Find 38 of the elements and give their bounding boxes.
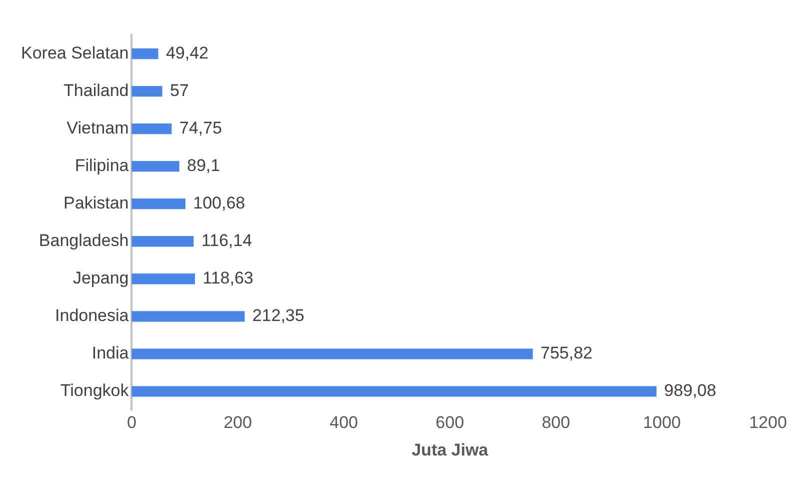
bar	[132, 311, 245, 322]
data-label: 57	[170, 80, 189, 100]
y-tick-label: India	[92, 344, 130, 363]
y-tick-label: Pakistan	[64, 194, 129, 213]
bar	[132, 160, 180, 172]
bar	[132, 48, 158, 60]
x-tick-label: 800	[542, 413, 570, 432]
data-label: 755,82	[540, 344, 592, 363]
data-label: 212,35	[252, 306, 304, 326]
x-tick-label: 0	[127, 413, 136, 432]
data-label: 74,75	[179, 118, 222, 138]
x-axis-title: Juta Jiwa	[412, 440, 489, 460]
y-tick-label: Filipina	[74, 156, 130, 176]
bar	[132, 386, 656, 397]
data-label: 49,42	[166, 43, 208, 62]
bar	[132, 86, 162, 97]
data-label: 89,1	[186, 156, 220, 176]
bar	[132, 348, 533, 360]
x-tick-label: 200	[224, 413, 252, 432]
y-tick-label: Indonesia	[55, 306, 130, 326]
y-tick-label: Thailand	[64, 80, 129, 100]
y-tick-label: Bangladesh	[38, 231, 129, 250]
data-label: 100,68	[193, 194, 246, 213]
data-label: 116,14	[201, 231, 252, 250]
y-tick-label: Tiongkok	[60, 381, 130, 400]
x-tick-label: 400	[330, 413, 358, 432]
bar	[132, 236, 194, 247]
bar	[132, 123, 172, 134]
y-tick-label: Korea Selatan	[20, 43, 129, 62]
x-tick-label: 1200	[749, 413, 787, 432]
x-tick-label: 1000	[643, 413, 681, 432]
bar	[132, 274, 195, 284]
data-label: 989,08	[664, 381, 716, 400]
x-tick-label: 600	[436, 413, 464, 432]
y-tick-label: Vietnam	[66, 118, 129, 138]
data-label: 118,63	[202, 268, 254, 288]
y-tick-label: Jepang	[72, 268, 129, 288]
bar	[132, 198, 186, 210]
